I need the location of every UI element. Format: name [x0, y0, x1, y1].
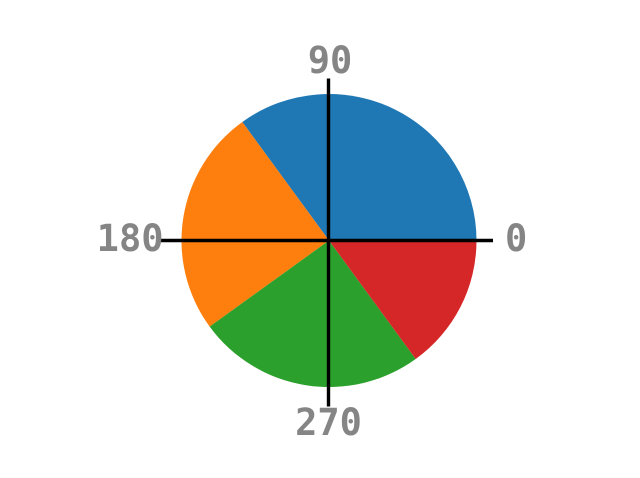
angle-label-top: 90 [308, 39, 353, 82]
pie-slice [242, 93, 477, 241]
pie-slices [181, 93, 477, 387]
angle-label-left: 180 [97, 217, 164, 260]
angle-label-bottom: 270 [295, 401, 362, 444]
angle-label-right: 0 [505, 217, 527, 260]
pie-slice [181, 121, 329, 327]
pie-slice [329, 240, 477, 360]
pie-slice [209, 240, 416, 387]
